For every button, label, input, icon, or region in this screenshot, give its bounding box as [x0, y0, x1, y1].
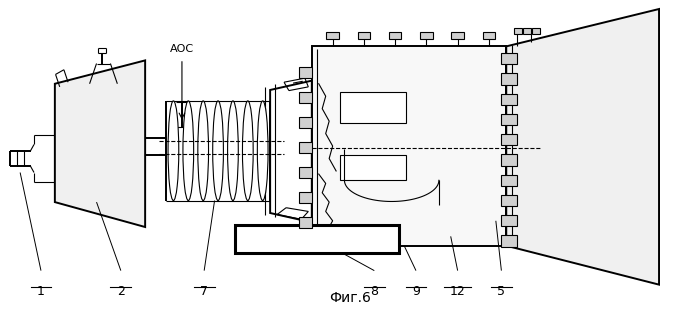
FancyBboxPatch shape [300, 217, 312, 228]
FancyBboxPatch shape [326, 32, 339, 39]
FancyBboxPatch shape [501, 74, 517, 85]
FancyBboxPatch shape [340, 155, 405, 180]
FancyBboxPatch shape [300, 92, 312, 103]
Ellipse shape [228, 101, 238, 201]
FancyBboxPatch shape [482, 32, 495, 39]
Text: 5: 5 [498, 285, 505, 298]
FancyBboxPatch shape [532, 28, 540, 34]
FancyBboxPatch shape [300, 142, 312, 153]
FancyBboxPatch shape [300, 117, 312, 128]
FancyBboxPatch shape [420, 32, 433, 39]
Polygon shape [55, 61, 145, 227]
FancyBboxPatch shape [389, 32, 401, 39]
Text: 7: 7 [200, 285, 208, 298]
FancyBboxPatch shape [501, 195, 517, 206]
Text: 1: 1 [37, 285, 45, 298]
Ellipse shape [183, 101, 194, 201]
Text: АОС: АОС [170, 44, 194, 54]
Polygon shape [506, 9, 659, 285]
Text: Фиг.6: Фиг.6 [329, 291, 371, 305]
FancyBboxPatch shape [501, 154, 517, 166]
FancyBboxPatch shape [300, 67, 312, 79]
Text: 9: 9 [412, 285, 420, 298]
FancyBboxPatch shape [501, 94, 517, 105]
Text: 2: 2 [117, 285, 125, 298]
FancyBboxPatch shape [501, 53, 517, 64]
Ellipse shape [198, 101, 209, 201]
Ellipse shape [242, 101, 253, 201]
FancyBboxPatch shape [358, 32, 370, 39]
Polygon shape [312, 46, 506, 246]
Polygon shape [270, 81, 312, 222]
Text: 12: 12 [450, 285, 466, 298]
FancyBboxPatch shape [501, 215, 517, 226]
FancyBboxPatch shape [501, 236, 517, 247]
FancyBboxPatch shape [501, 134, 517, 146]
FancyBboxPatch shape [501, 114, 517, 125]
FancyBboxPatch shape [452, 32, 464, 39]
Ellipse shape [258, 101, 268, 201]
FancyBboxPatch shape [300, 167, 312, 178]
Ellipse shape [168, 101, 178, 201]
FancyBboxPatch shape [300, 192, 312, 203]
Polygon shape [235, 225, 398, 254]
FancyBboxPatch shape [501, 175, 517, 186]
Ellipse shape [213, 101, 223, 201]
FancyBboxPatch shape [340, 92, 405, 123]
FancyBboxPatch shape [523, 28, 531, 34]
Text: 8: 8 [370, 285, 378, 298]
FancyBboxPatch shape [514, 28, 522, 34]
